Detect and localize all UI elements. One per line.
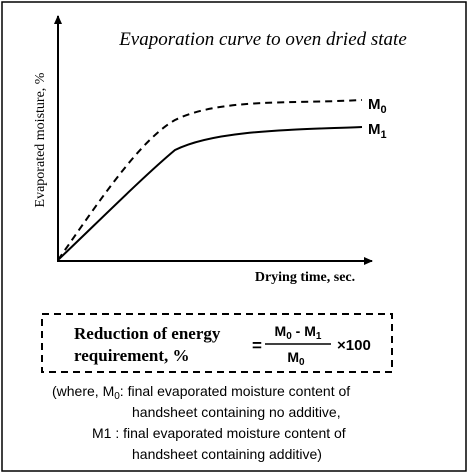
curve-label: M0 bbox=[368, 96, 387, 116]
note: handsheet containing additive) bbox=[132, 446, 322, 462]
subscript: 0 bbox=[286, 331, 292, 342]
note-text: (where, M bbox=[52, 383, 114, 399]
numerator: M0 - M1 bbox=[275, 323, 322, 342]
curve-m1 bbox=[57, 126, 363, 261]
y-axis-label: Evaporated moisture, % bbox=[33, 72, 48, 207]
subscript: 1 bbox=[381, 129, 387, 141]
formula-box bbox=[41, 313, 393, 373]
formula-lhs: Reduction of energy bbox=[74, 324, 221, 343]
letter: M bbox=[304, 323, 316, 339]
note: M1 : final evaporated moisture content o… bbox=[92, 425, 346, 441]
minus: - bbox=[292, 323, 304, 339]
subscript: 0 bbox=[381, 104, 387, 116]
note: handsheet containing no additive, bbox=[132, 404, 341, 420]
curve-m0 bbox=[57, 99, 363, 261]
formula-lhs: requirement, % bbox=[74, 346, 190, 365]
letter: M bbox=[368, 96, 381, 113]
note: (where, M0: final evaporated moisture co… bbox=[52, 383, 350, 402]
subscript: 1 bbox=[316, 331, 322, 342]
x-axis-label: Drying time, sec. bbox=[255, 270, 355, 285]
letter: M bbox=[368, 121, 381, 138]
title: Evaporation curve to oven dried state bbox=[118, 29, 407, 50]
letter: M bbox=[275, 323, 287, 339]
equals: = bbox=[252, 336, 262, 355]
factor: ×100 bbox=[337, 337, 371, 354]
note-text: : final evaporated moisture content of bbox=[120, 383, 350, 399]
denominator: M0 bbox=[287, 349, 305, 368]
curve-label: M1 bbox=[368, 121, 387, 141]
subscript: 0 bbox=[299, 357, 305, 368]
letter: M bbox=[287, 349, 299, 365]
subscript: 0 bbox=[114, 391, 120, 402]
